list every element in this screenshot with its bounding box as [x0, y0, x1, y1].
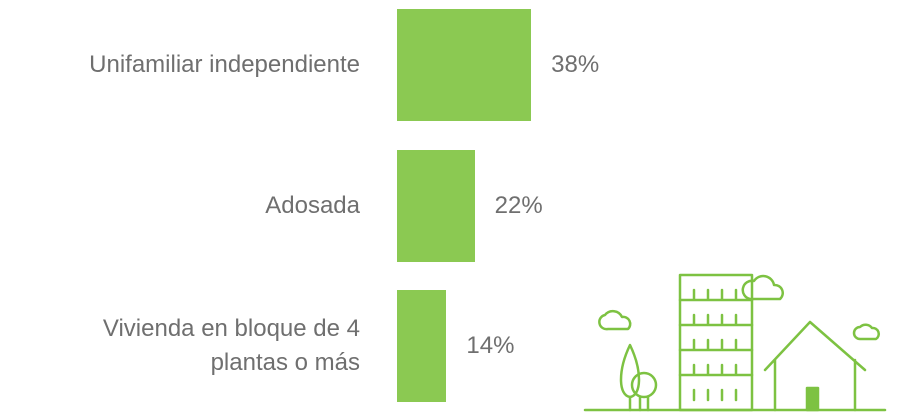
bar — [397, 150, 475, 262]
bar — [397, 290, 446, 402]
category-label: Vivienda en bloque de 4 plantas o más — [103, 312, 360, 380]
value-label: 38% — [551, 51, 599, 79]
value-label: 14% — [466, 332, 514, 360]
value-label: 22% — [495, 192, 543, 220]
category-label: Adosada — [265, 189, 360, 223]
illustration — [580, 265, 890, 413]
bar — [397, 9, 531, 121]
chart: Unifamiliar independiente 38% Adosada 22% Vi… — [0, 0, 897, 413]
category-label: Unifamiliar independiente — [89, 48, 360, 82]
